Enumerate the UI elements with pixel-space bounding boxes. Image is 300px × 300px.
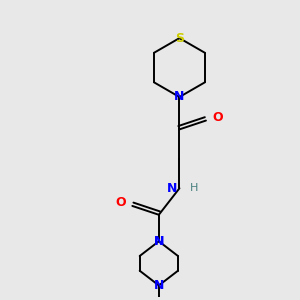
Text: N: N xyxy=(167,182,177,195)
Text: O: O xyxy=(115,196,126,209)
Text: S: S xyxy=(175,32,184,45)
Text: O: O xyxy=(212,111,223,124)
Text: N: N xyxy=(174,91,184,103)
Text: N: N xyxy=(154,235,164,248)
Text: H: H xyxy=(190,183,198,193)
Text: N: N xyxy=(154,235,164,248)
Text: N: N xyxy=(154,279,164,292)
